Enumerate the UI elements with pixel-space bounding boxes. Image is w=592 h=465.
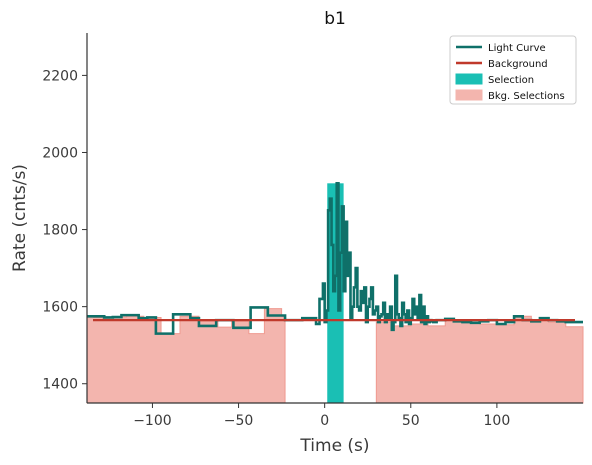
legend-label: Light Curve <box>488 43 546 54</box>
bkg-selection-layer <box>86 308 584 404</box>
x-tick-label: −100 <box>133 413 171 429</box>
y-tick-label: 1600 <box>42 300 78 316</box>
y-tick-label: 1800 <box>42 223 78 239</box>
legend-items: Light Curve Background Selection Bkg. Selec… <box>455 43 565 102</box>
x-ticks: −100 −50 0 50 100 <box>133 403 510 429</box>
y-axis-title: Rate (cnts/s) <box>10 164 30 272</box>
y-tick-label: 2000 <box>42 145 78 161</box>
x-axis-title: Time (s) <box>299 436 369 456</box>
legend-swatch <box>455 73 483 85</box>
x-tick-label: 50 <box>402 413 420 429</box>
x-tick-label: 100 <box>484 413 511 429</box>
bkg-selection-region-2 <box>375 315 584 404</box>
y-tick-label: 2200 <box>42 68 78 84</box>
legend-frame <box>449 35 577 105</box>
y-tick-label: 1400 <box>42 377 78 393</box>
plot-area <box>86 182 584 404</box>
x-tick-label: −50 <box>224 413 254 429</box>
light-curve-line <box>87 182 583 335</box>
legend: Light Curve Background Selection Bkg. Selec… <box>449 35 577 105</box>
y-ticks: 1400 1600 1800 2000 2200 <box>42 68 87 393</box>
legend-label: Selection <box>488 75 534 86</box>
x-tick-label: 0 <box>320 413 329 429</box>
bkg-selection-region-1 <box>86 308 286 404</box>
chart-title: b1 <box>324 9 346 29</box>
legend-label: Background <box>488 59 548 70</box>
legend-label: Bkg. Selections <box>488 91 565 102</box>
legend-swatch <box>455 89 483 101</box>
